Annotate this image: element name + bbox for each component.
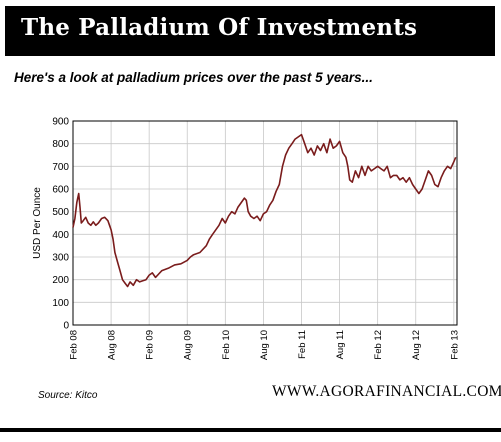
y-tick-label: 0 (63, 321, 69, 332)
palladium-price-line (72, 133, 457, 288)
y-tick-label: 100 (52, 298, 69, 309)
y-axis-ticks: 0 100 200 300 400 500 600 700 800 900 (52, 117, 69, 332)
y-tick-label: 600 (52, 185, 69, 196)
x-tick-label: Feb 08 (69, 330, 80, 360)
x-tick-label: Feb 10 (221, 330, 232, 360)
x-tick-label: Feb 13 (449, 330, 460, 360)
y-tick-label: 400 (52, 230, 69, 241)
x-tick-label: Feb 09 (145, 330, 156, 360)
x-tick-label: Aug 09 (183, 330, 194, 360)
page-title: The Palladium Of Investments (21, 14, 418, 41)
y-tick-label: 300 (52, 253, 69, 264)
x-tick-label: Aug 12 (411, 330, 422, 360)
y-tick-label: 900 (52, 117, 69, 128)
x-tick-label: Aug 08 (107, 330, 118, 360)
y-axis-label: USD Per Ounce (32, 187, 43, 259)
chart-subtitle: Here's a look at palladium prices over t… (14, 70, 373, 85)
source-note: Source: Kitco (38, 390, 98, 401)
bottom-rule (0, 428, 501, 432)
header-banner: The Palladium Of Investments (5, 6, 495, 56)
brand-url: WWW.AGORAFINANCIAL.COM (272, 383, 501, 400)
x-tick-label: Aug 11 (335, 330, 346, 359)
y-tick-label: 200 (52, 275, 69, 286)
x-tick-label: Feb 11 (297, 330, 308, 359)
y-tick-label: 500 (52, 207, 69, 218)
x-tick-label: Aug 10 (259, 330, 270, 360)
plot-area-border (72, 120, 458, 326)
x-axis-ticks: Feb 08 Aug 08 Feb 09 Aug 09 Feb 10 Aug 10 Feb … (69, 330, 461, 360)
y-tick-label: 800 (52, 139, 69, 150)
y-tick-label: 700 (52, 162, 69, 173)
x-tick-label: Feb 12 (373, 330, 384, 360)
grid-lines (72, 120, 457, 326)
